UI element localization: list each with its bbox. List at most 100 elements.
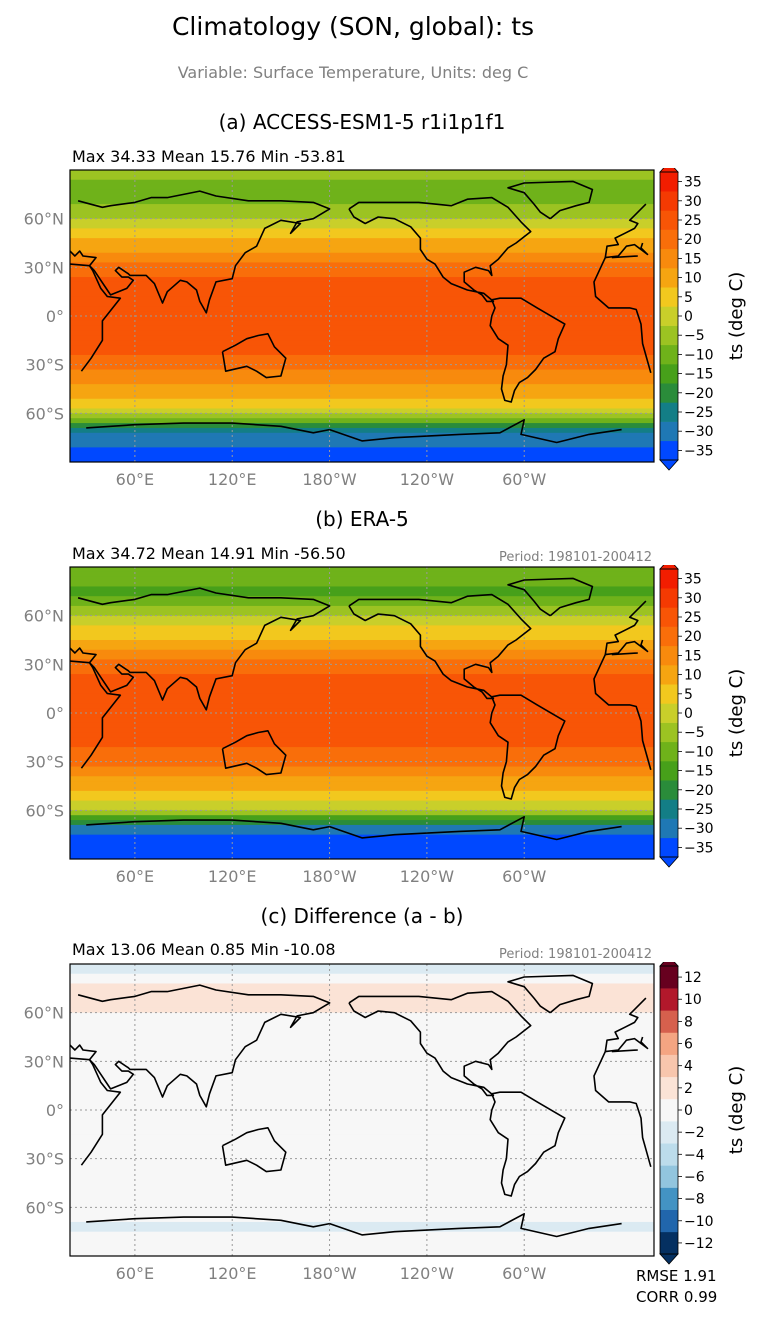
lat-band: [70, 1144, 654, 1150]
colorbar-tick-label: 0: [684, 309, 693, 325]
colorbar-segment: [660, 402, 678, 422]
lat-band: [70, 243, 654, 249]
colorbar-segment: [660, 440, 678, 461]
colorbar-tick-label: 2: [684, 1081, 693, 1097]
colorbar-segment: [660, 569, 678, 589]
colorbar-tick-label: −15: [684, 367, 714, 383]
colorbar-tick-label: 0: [684, 1103, 693, 1119]
coastlines: [70, 974, 652, 1238]
coastline: [507, 974, 594, 1014]
colorbar-segment: [660, 1187, 678, 1210]
lat-band: [70, 432, 654, 439]
coastline: [489, 297, 566, 403]
lat-band: [70, 586, 654, 592]
lat-band: [70, 369, 654, 375]
coastline: [70, 587, 649, 711]
y-tick-label: 60°N: [24, 1004, 64, 1023]
lat-band: [70, 1090, 654, 1096]
lat-band: [70, 350, 654, 356]
colorbar-segment: [660, 306, 678, 326]
gridlines: [70, 567, 654, 859]
lat-band: [70, 1027, 654, 1033]
x-tick-label: 120°E: [208, 470, 257, 489]
colorbar: 12 10 8 6 4 2 0 −2 −4 −6 −8 −10 −12 ts (deg C): [659, 962, 747, 1265]
lat-band: [70, 316, 654, 322]
panel-b-stats: Max 34.72 Mean 14.91 Min -56.50: [72, 544, 346, 563]
corr-label: CORR 0.99: [636, 1288, 718, 1306]
colorbar-tick-label: −30: [684, 821, 714, 837]
lat-band: [70, 1056, 654, 1062]
lat-band: [70, 998, 654, 1004]
colorbar-tick-label: 10: [684, 668, 702, 684]
lat-band: [70, 379, 654, 385]
colorbar-segment: [660, 1076, 678, 1100]
lat-band: [70, 1100, 654, 1106]
colorbar-label: ts (deg C): [726, 1066, 747, 1154]
colorbar-tick-label: 30: [684, 591, 702, 607]
lat-band: [70, 601, 654, 607]
lat-band: [70, 820, 654, 826]
colorbar-tick-label: −4: [684, 1147, 705, 1163]
colorbar-segment: [660, 268, 678, 288]
lat-band: [70, 170, 654, 176]
lat-band: [70, 824, 654, 831]
lat-band: [70, 359, 654, 366]
x-tick-label: 120°W: [400, 867, 455, 886]
lat-band: [70, 320, 654, 327]
lat-band: [70, 703, 654, 709]
lat-band: [70, 1071, 654, 1077]
lat-band: [70, 213, 654, 220]
lat-band: [70, 1061, 654, 1067]
colorbar-segment: [660, 684, 678, 704]
lat-band: [70, 964, 654, 970]
x-tick-label: 180°W: [302, 1264, 357, 1283]
colorbar-segment: [660, 703, 678, 723]
coastline: [489, 694, 566, 800]
lat-band: [70, 354, 654, 361]
x-tick-label: 60°E: [116, 867, 154, 886]
lat-band: [70, 340, 654, 346]
x-tick-label: 120°W: [400, 470, 455, 489]
lat-band: [70, 727, 654, 734]
colorbar-segment: [660, 722, 678, 743]
colorbar-segment: [660, 344, 678, 365]
lat-band: [70, 189, 654, 195]
lat-band: [70, 1124, 654, 1131]
lat-band: [70, 776, 654, 782]
colorbar-tick-label: −30: [684, 424, 714, 440]
lat-band: [70, 179, 654, 186]
colorbar-segment: [660, 1054, 678, 1078]
colorbar-tick-label: −20: [684, 783, 714, 799]
lat-band: [70, 1134, 654, 1140]
colorbar: 35 30 25 20 15 10 5 0 −5 −10 −15 −20 −25 −30 −35 ts (de…: [659, 168, 747, 471]
lat-band: [70, 786, 654, 792]
colorbar-tick-label: 15: [684, 251, 702, 267]
colorbar-segment: [660, 741, 678, 762]
lat-band: [70, 829, 654, 836]
lat-band: [70, 1105, 654, 1111]
lat-band: [70, 1041, 654, 1048]
x-tick-label: 120°E: [208, 867, 257, 886]
panel-a-stats: Max 34.33 Mean 15.76 Min -53.81: [72, 147, 346, 166]
panel-b-period: Period: 198101-200412: [499, 550, 652, 565]
gridlines: [70, 170, 654, 462]
lat-band: [70, 678, 654, 685]
coastline: [221, 333, 287, 379]
lat-band: [70, 364, 654, 371]
lat-band: [70, 306, 654, 312]
colorbar-label: ts (deg C): [726, 272, 747, 360]
coastline: [489, 1091, 566, 1197]
lat-band: [70, 1163, 654, 1169]
lat-band: [70, 1095, 654, 1101]
lat-band: [70, 1051, 654, 1058]
lat-band: [70, 805, 654, 811]
lat-band: [70, 1207, 654, 1213]
lat-band: [70, 761, 654, 768]
colorbar-extend-max: [659, 168, 679, 173]
colorbar-segment: [660, 1032, 678, 1055]
lat-band: [70, 301, 654, 307]
lat-band: [70, 839, 654, 845]
coastline: [70, 190, 649, 314]
colorbar-segment: [660, 799, 678, 819]
rmse-label: RMSE 1.91: [636, 1267, 717, 1285]
